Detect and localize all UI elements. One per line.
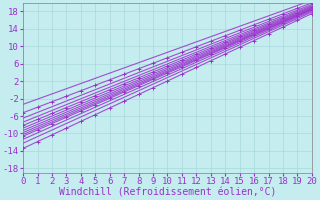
X-axis label: Windchill (Refroidissement éolien,°C): Windchill (Refroidissement éolien,°C) (59, 187, 276, 197)
